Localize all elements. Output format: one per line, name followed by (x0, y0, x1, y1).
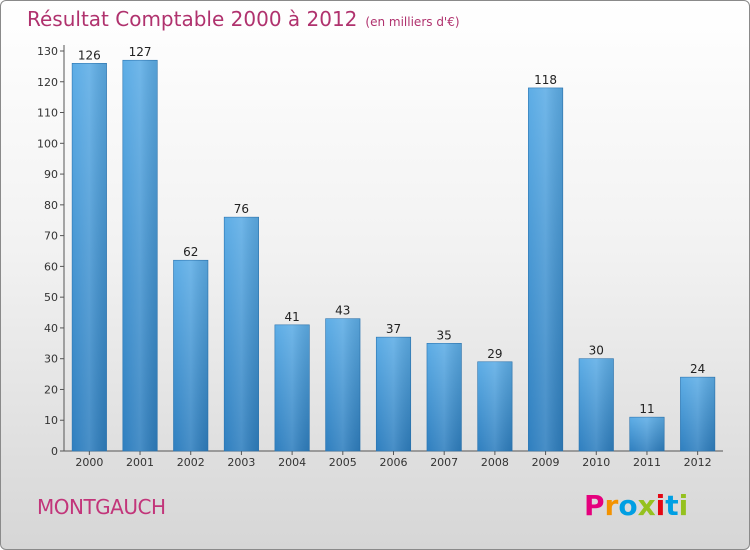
chart-unit: (en milliers d'€) (365, 15, 460, 29)
bar-shine (325, 318, 361, 451)
bar-shine (680, 377, 715, 451)
y-tick-label: 120 (37, 76, 58, 89)
x-tick-label: 2005 (329, 456, 357, 469)
bar-value-label: 127 (129, 45, 152, 59)
logo-letter: o (618, 489, 638, 522)
y-tick-label: 60 (44, 260, 58, 273)
bar-shine (376, 337, 411, 451)
bar-shine (72, 63, 107, 452)
x-tick-label: 2003 (227, 456, 255, 469)
bar-shine (173, 260, 208, 451)
y-tick-label: 130 (37, 45, 58, 58)
y-tick-label: 80 (44, 199, 58, 212)
logo-letter: P (584, 489, 605, 522)
commune-name: MONTGAUCH (37, 495, 166, 519)
y-tick-label: 100 (37, 137, 58, 150)
bar-value-label: 126 (78, 48, 101, 62)
bar-shine (579, 358, 614, 451)
bar-value-label: 62 (183, 245, 198, 259)
bar-value-label: 35 (437, 328, 452, 342)
bar-value-label: 37 (386, 322, 401, 336)
x-tick-label: 2001 (126, 456, 154, 469)
bar-value-label: 11 (639, 402, 654, 416)
logo-letter: r (604, 489, 619, 522)
bar-value-label: 41 (284, 310, 299, 324)
y-tick-label: 90 (44, 168, 58, 181)
bars-layer (71, 59, 716, 452)
proxiti-logo[interactable]: Proxiti (584, 489, 688, 522)
labels-layer: 126 127 62 76 41 43 37 35 29 118 30 11 24 (78, 45, 705, 416)
bar-shine (477, 361, 513, 451)
x-tick-label: 2000 (75, 456, 103, 469)
bar-value-label: 43 (335, 304, 350, 318)
y-tick-label: 20 (44, 383, 58, 396)
y-tick-label: 30 (44, 353, 58, 366)
bar-shine (528, 87, 563, 451)
bar-shine (122, 60, 158, 451)
logo-letter: i (678, 489, 689, 522)
x-tick-label: 2011 (633, 456, 661, 469)
x-tick-label: 2007 (430, 456, 458, 469)
y-tick-label: 70 (44, 230, 58, 243)
y-tick-label: 10 (44, 414, 58, 427)
bar-value-label: 24 (690, 362, 705, 376)
bar-value-label: 76 (234, 202, 249, 216)
bar-shine (629, 417, 665, 451)
bar-shine (274, 324, 310, 451)
bar-value-label: 118 (534, 73, 557, 87)
logo-letter: i (655, 489, 666, 522)
bar-shine (224, 217, 259, 451)
chart-title: Résultat Comptable 2000 à 2012 (en millie… (27, 7, 460, 31)
bar-value-label: 29 (487, 347, 502, 361)
chart-title-text: Résultat Comptable 2000 à 2012 (27, 7, 358, 31)
bar-shine (426, 343, 462, 451)
logo-letter: t (665, 489, 679, 522)
y-tick-label: 40 (44, 322, 58, 335)
y-tick-label: 0 (51, 445, 58, 458)
logo-letter: x (637, 489, 656, 522)
bar-value-label: 30 (589, 344, 604, 358)
y-tick-label: 50 (44, 291, 58, 304)
y-tick-label: 110 (37, 107, 58, 120)
x-tick-label: 2009 (532, 456, 560, 469)
x-tick-label: 2002 (177, 456, 205, 469)
x-tick-label: 2006 (380, 456, 408, 469)
axis-layer: 0 10 20 30 40 50 60 70 80 90 100 110 120 130 2000 2001 2… (37, 45, 723, 469)
x-tick-label: 2010 (582, 456, 610, 469)
x-tick-label: 2004 (278, 456, 306, 469)
x-tick-label: 2012 (684, 456, 712, 469)
x-tick-label: 2008 (481, 456, 509, 469)
